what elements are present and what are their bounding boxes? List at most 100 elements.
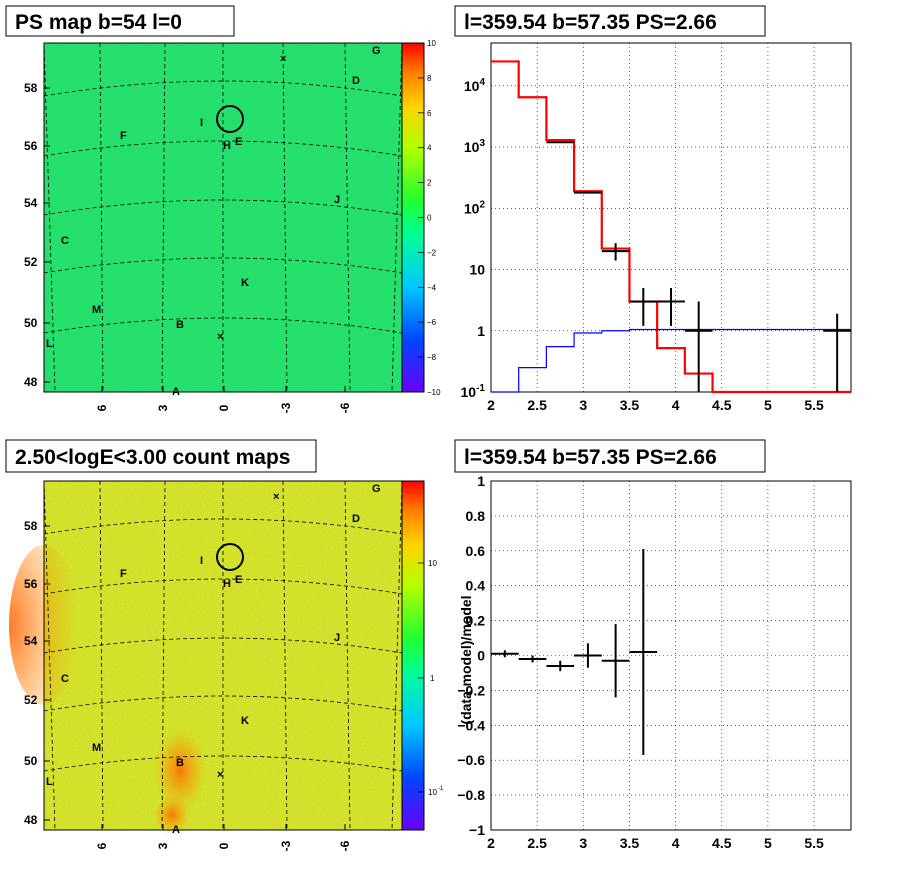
ps-map-colorbar-ticks: 10 8 6 4 2 0 −2 −4 −6 −8 −10: [418, 39, 441, 397]
source-label-G: G: [372, 483, 381, 495]
y-tick-label: 58: [24, 81, 38, 95]
count-map-coordinate-grid: [43, 480, 403, 831]
x-tick-label: 3: [156, 404, 170, 411]
count-map-title: 2.50<logE<3.00 count maps: [15, 446, 290, 469]
spectrum-title-box: [454, 5, 766, 37]
residuals-ylabel: (data-model)/model: [458, 595, 474, 724]
source-label-H: H: [223, 578, 231, 590]
x-tick-label: 4: [672, 835, 680, 851]
count-map-title-box: [5, 439, 317, 473]
x-tick-label: 5: [764, 397, 772, 413]
latitude-gridline: [43, 140, 403, 157]
count-map-roi-circle: [216, 543, 244, 571]
y-tick-label: 54: [24, 634, 38, 648]
x-tick-label: 2: [487, 835, 495, 851]
latitude-gridline: [43, 755, 403, 772]
y-tick-label: 58: [24, 519, 38, 533]
y-tick-label: 0.8: [466, 508, 486, 524]
x-tick-label: 3: [579, 397, 587, 413]
source-label-L: L: [46, 338, 53, 350]
count-map-cross-marker-2: ×: [217, 769, 223, 781]
longitude-gridline: [344, 42, 351, 393]
source-label-D: D: [352, 513, 360, 525]
y-tick-label: 1: [477, 473, 485, 489]
source-label-M: M: [92, 304, 101, 316]
ps-map-y-ticks: 58 56 54 52 50 48: [24, 81, 50, 389]
y-tick-label: −1: [469, 822, 485, 838]
source-label-B: B: [176, 319, 184, 331]
count-map-source-labels: G D I H E F J C K M B L A: [46, 483, 381, 836]
source-label-J: J: [334, 194, 340, 206]
colorbar-tick-label: 1: [430, 674, 435, 683]
ps-map-cross-marker: ×: [280, 53, 286, 65]
y-tick-label: −0.6: [457, 752, 485, 768]
count-map-hotspot-b: [154, 728, 206, 812]
source-label-L: L: [46, 776, 53, 788]
source-label-F: F: [120, 130, 127, 142]
colorbar-tick-label: 8: [427, 74, 432, 83]
x-tick-label: 6: [95, 404, 109, 411]
spectrum-plot-area: [490, 42, 852, 393]
y-tick-label: 0: [477, 648, 485, 664]
y-tick-label: 52: [24, 255, 38, 269]
y-tick-label: 102: [464, 199, 486, 216]
y-tick-label: 50: [24, 316, 38, 330]
x-tick-label: 2: [487, 397, 495, 413]
longitude-gridline: [161, 42, 166, 393]
x-tick-label: 2.5: [527, 397, 547, 413]
source-label-I: I: [200, 555, 203, 567]
y-tick-label: −0.2: [457, 682, 485, 698]
colorbar-tick-label: 0: [427, 214, 432, 223]
y-tick-label: 0.6: [466, 543, 486, 559]
source-label-C: C: [61, 235, 69, 247]
x-tick-label: 4.5: [712, 835, 732, 851]
longitude-gridline: [43, 42, 56, 393]
y-tick-label: 104: [464, 77, 486, 94]
residuals-panel: 2 2.5 3 3.5 4 4.5 5 5.5 1 0.8 0.6 0.4 0.2 0 −0.2 −0.4 −0…: [454, 439, 852, 851]
y-tick-label: 56: [24, 577, 38, 591]
x-tick-label: 0: [217, 842, 231, 849]
colorbar-tick-exponent: -1: [438, 786, 444, 792]
x-tick-label: 3.5: [620, 835, 640, 851]
y-tick-label: 48: [24, 813, 38, 827]
longitude-gridline: [344, 480, 351, 831]
x-tick-label: -6: [338, 840, 352, 851]
latitude-gridline: [43, 80, 403, 97]
colorbar-tick-label: 6: [427, 109, 432, 118]
colorbar-tick-label: 4: [427, 144, 432, 153]
ps-map-title-box: [5, 5, 235, 37]
latitude-gridline: [43, 637, 403, 654]
y-tick-label: 50: [24, 754, 38, 768]
latitude-gridline: [43, 257, 403, 274]
latitude-gridline: [43, 695, 403, 712]
ps-map-roi-circle: [216, 105, 244, 133]
source-label-E: E: [235, 574, 242, 586]
colorbar-tick-label: −2: [427, 248, 437, 257]
residuals-title-box: [454, 439, 766, 473]
y-tick-label: 0.4: [466, 578, 486, 594]
colorbar-tick-label: 10: [428, 788, 437, 797]
ps-map-title: PS map b=54 l=0: [15, 11, 182, 34]
x-tick-label: 3: [156, 842, 170, 849]
y-tick-label: 10: [469, 262, 485, 278]
latitude-gridline: [43, 199, 403, 216]
source-label-I: I: [200, 117, 203, 129]
latitude-gridline: [43, 578, 403, 595]
source-label-F: F: [120, 568, 127, 580]
y-tick-label: 56: [24, 139, 38, 153]
longitude-gridline: [43, 480, 56, 831]
longitude-gridline: [99, 42, 104, 393]
x-tick-label: 2.5: [527, 835, 547, 851]
x-tick-label: 4.5: [712, 397, 732, 413]
residuals-chart: 2 2.5 3 3.5 4 4.5 5 5.5 1 0.8 0.6 0.4 0.2 0 −0.2 −0.4 −0…: [457, 473, 851, 851]
y-tick-label: 48: [24, 375, 38, 389]
colorbar-tick-label: 2: [427, 179, 432, 188]
x-tick-label: 4: [672, 397, 680, 413]
longitude-gridline: [391, 480, 403, 831]
spectrum-chart: 2 2.5 3 3.5 4 4.5 5 5.5 10-1 1 10 102 103 104: [461, 43, 851, 413]
count-map-x-ticks: 6 3 0 -3 -6: [95, 824, 352, 851]
